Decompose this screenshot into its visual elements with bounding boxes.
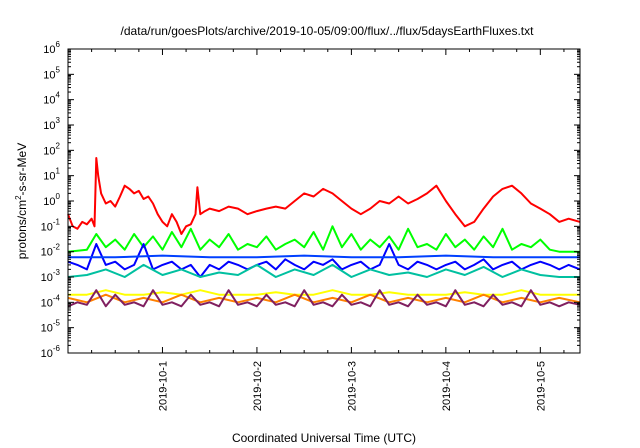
y-axis-label-superscript: 2 xyxy=(14,195,23,200)
y-tick-label: 10-2 xyxy=(41,243,61,259)
y-tick-exponent: -5 xyxy=(53,319,61,328)
y-tick-base: 10 xyxy=(43,171,55,183)
y-tick-exponent: -2 xyxy=(53,243,61,252)
chart-title: /data/run/goesPlots/archive/2019-10-05/0… xyxy=(121,24,535,38)
series-line-1 xyxy=(67,157,581,235)
y-axis-label-rest: -s-sr-MeV xyxy=(15,143,29,196)
x-tick-label: 2019-10-3 xyxy=(346,361,358,411)
x-tick-label: 2019-10-4 xyxy=(441,361,453,411)
y-tick-base: 10 xyxy=(43,196,55,208)
y-tick-exponent: -3 xyxy=(53,268,61,277)
series-line-7 xyxy=(67,293,581,304)
y-axis-label-base: protons/cm xyxy=(15,200,29,259)
y-tick-base: 10 xyxy=(43,120,55,132)
series-line-4 xyxy=(68,254,580,259)
x-axis: 2019-10-1 2019-10-2 2019-10-3 2019-10-4 2019… xyxy=(67,49,565,411)
y-tick-base: 10 xyxy=(43,95,55,107)
y-tick-label: 106 xyxy=(43,40,60,56)
y-tick-label: 10-1 xyxy=(41,217,61,233)
y-tick-base: 10 xyxy=(41,348,53,360)
y-tick-base: 10 xyxy=(43,44,55,56)
y-tick-label: 105 xyxy=(43,65,60,81)
y-tick-label: 10-6 xyxy=(41,344,61,360)
y-tick-exponent: -4 xyxy=(53,293,61,302)
y-tick-label: 101 xyxy=(43,167,60,183)
series-layer xyxy=(67,157,581,308)
y-tick-label: 10-3 xyxy=(41,268,61,284)
y-axis-label: protons/cm2-s-sr-MeV xyxy=(14,143,29,259)
y-tick-exponent: -1 xyxy=(53,217,61,226)
y-tick-base: 10 xyxy=(43,69,55,81)
y-tick-exponent: 3 xyxy=(56,116,61,125)
y-tick-label: 10-5 xyxy=(41,319,61,335)
y-tick-exponent: 0 xyxy=(56,192,61,201)
y-tick-base: 10 xyxy=(41,272,53,284)
y-tick-base: 10 xyxy=(41,297,53,309)
series-line-2 xyxy=(67,225,580,253)
y-tick-exponent: 5 xyxy=(56,65,61,74)
y-tick-label: 103 xyxy=(43,116,60,132)
y-tick-base: 10 xyxy=(43,145,55,157)
y-tick-base: 10 xyxy=(41,323,53,335)
y-tick-exponent: 4 xyxy=(56,91,61,100)
series-line-5 xyxy=(67,263,580,278)
x-axis-label: Coordinated Universal Time (UTC) xyxy=(232,431,416,445)
y-tick-exponent: 2 xyxy=(56,141,61,150)
x-tick-label: 2019-10-1 xyxy=(158,361,170,411)
series-line-8 xyxy=(67,289,581,308)
y-axis: 10-610-510-410-310-210-11001011021031041… xyxy=(41,40,580,360)
y-tick-exponent: 1 xyxy=(56,167,61,176)
y-tick-label: 102 xyxy=(43,141,60,157)
y-tick-base: 10 xyxy=(41,247,53,259)
y-tick-exponent: 6 xyxy=(56,40,61,49)
x-tick-label: 2019-10-5 xyxy=(535,361,547,411)
y-tick-label: 100 xyxy=(43,192,60,208)
plot-frame xyxy=(67,48,581,354)
y-tick-label: 104 xyxy=(43,91,60,107)
x-tick-label: 2019-10-2 xyxy=(252,361,264,411)
series-line-6 xyxy=(68,289,580,296)
y-tick-label: 10-4 xyxy=(41,293,61,309)
y-tick-exponent: -6 xyxy=(53,344,61,353)
y-tick-base: 10 xyxy=(41,221,53,233)
